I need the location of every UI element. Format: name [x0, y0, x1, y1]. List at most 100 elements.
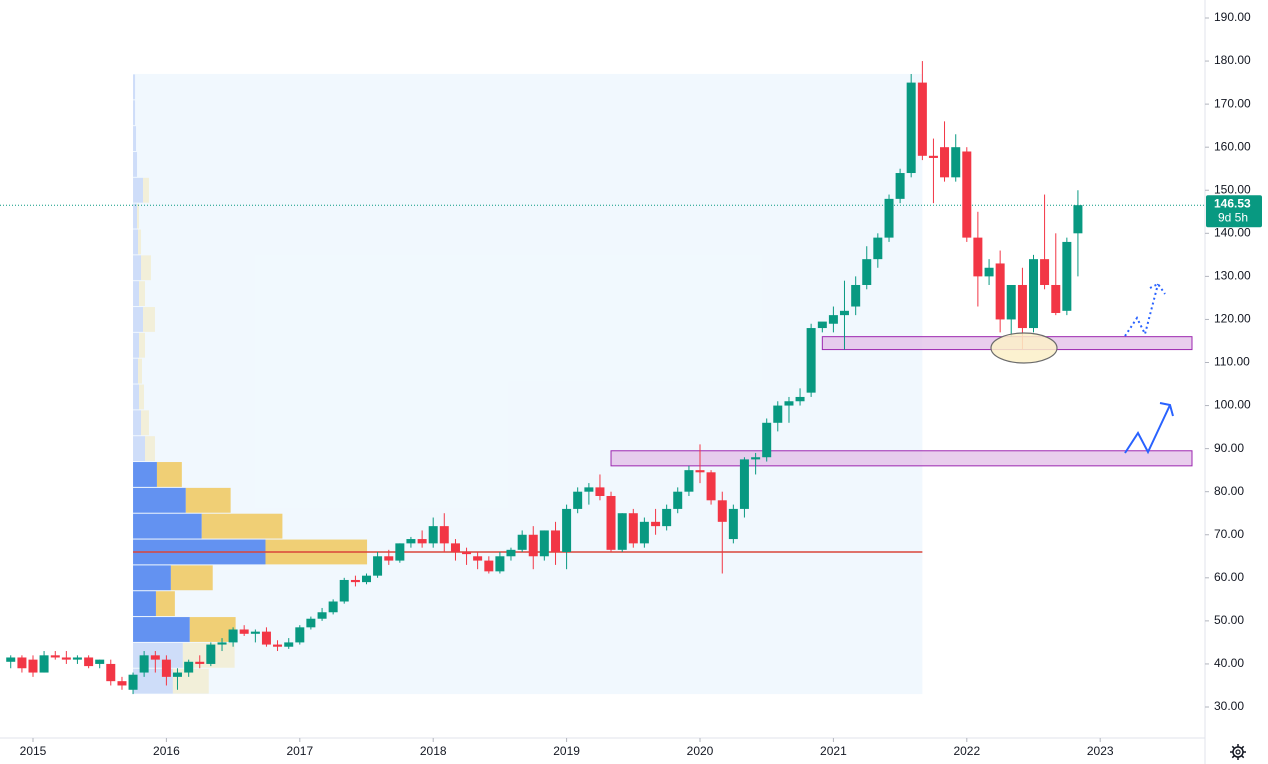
candle-body	[839, 310, 849, 316]
y-tick-label: 50.00	[1214, 613, 1244, 627]
x-tick-label: 2022	[953, 744, 980, 758]
candle-body	[1040, 259, 1050, 285]
candle-body	[973, 237, 983, 277]
candle-body	[551, 530, 561, 552]
candle-body	[1017, 284, 1027, 329]
candle-body	[17, 657, 27, 669]
projection-arrow	[1124, 404, 1171, 455]
candle-body	[317, 612, 327, 619]
x-tick-label: 2016	[153, 744, 180, 758]
settings-gear[interactable]	[1230, 744, 1246, 760]
candle-body	[739, 459, 749, 509]
candle-body	[684, 470, 694, 492]
candle-body	[217, 642, 227, 645]
axes-layer: 30.00 40.00 50.00 60.00 70.00 80.00 90.00 100.0…	[20, 10, 1262, 758]
candle-body	[306, 618, 316, 628]
candle-body	[72, 657, 82, 660]
candle-body	[940, 147, 950, 178]
profile-up	[133, 332, 140, 358]
candle-body	[806, 328, 816, 393]
y-tick-label: 160.00	[1214, 139, 1251, 153]
candle-body	[784, 401, 794, 406]
y-tick-label: 150.00	[1214, 182, 1251, 196]
candle-body	[384, 556, 394, 561]
candle-body	[139, 655, 149, 673]
last-price-label: 146.53	[1214, 196, 1251, 210]
gear-teeth	[1230, 744, 1246, 760]
candle-body	[795, 396, 805, 402]
candle-body	[884, 198, 894, 238]
profile-down	[139, 384, 145, 410]
candle-body	[517, 534, 527, 550]
y-tick-label: 60.00	[1214, 570, 1244, 584]
candle-body	[150, 655, 160, 660]
y-tick-label: 140.00	[1214, 225, 1251, 239]
candle-body	[628, 513, 638, 544]
y-tick-label: 30.00	[1214, 699, 1244, 713]
candle-body	[128, 674, 138, 690]
countdown-label: 9d 5h	[1218, 210, 1248, 224]
profile-down	[144, 436, 155, 462]
profile-down	[143, 177, 149, 203]
candle-body	[506, 549, 516, 557]
candle-body	[1062, 241, 1072, 311]
candle-body	[6, 657, 16, 662]
candle-body	[373, 556, 383, 576]
candle-body	[728, 508, 738, 540]
candle-body	[439, 526, 449, 544]
candle-body	[706, 472, 716, 501]
candle-body	[295, 627, 305, 643]
y-tick-label: 180.00	[1214, 53, 1251, 67]
y-tick-label: 70.00	[1214, 527, 1244, 541]
candle-body	[61, 657, 71, 660]
profile-up	[133, 229, 139, 255]
candle-body	[673, 491, 683, 509]
profile-down	[189, 617, 236, 642]
candle-body	[584, 487, 594, 492]
candle-body	[528, 534, 538, 557]
candle-body	[350, 579, 360, 583]
profile-up	[133, 617, 190, 642]
y-tick-label: 80.00	[1214, 484, 1244, 498]
profile-up	[133, 513, 202, 539]
candle-body	[462, 551, 472, 555]
overlay-layer	[0, 73, 1205, 695]
candle-body	[228, 629, 238, 643]
profile-down	[141, 255, 151, 281]
candle-body	[606, 495, 616, 550]
x-tick-label: 2020	[687, 744, 714, 758]
y-tick-label: 40.00	[1214, 656, 1244, 670]
profile-down	[141, 410, 149, 436]
candle-body	[328, 601, 338, 613]
candle-body	[1051, 284, 1061, 313]
x-tick-label: 2018	[420, 744, 447, 758]
candle-body	[250, 631, 260, 634]
candle-body	[651, 521, 661, 527]
candle-body	[495, 556, 505, 572]
candle-body	[406, 539, 416, 544]
profile-up	[133, 151, 138, 177]
candle-body	[273, 644, 283, 647]
candle-body	[762, 422, 772, 458]
candle-body	[28, 659, 38, 673]
candle-body	[717, 500, 727, 522]
candle-body	[239, 629, 249, 634]
candle-body	[895, 173, 905, 199]
profile-down	[155, 591, 175, 617]
candle-body	[639, 521, 649, 544]
candle-body	[962, 151, 972, 238]
profile-up	[133, 255, 142, 281]
candle-body	[917, 82, 927, 156]
candle-body	[662, 508, 672, 527]
candle-body	[84, 657, 94, 667]
candle-body	[184, 661, 194, 673]
candles-layer	[6, 61, 1083, 695]
candle-body	[473, 556, 483, 561]
candle-body	[339, 579, 349, 602]
profile-up	[133, 281, 140, 307]
profile-up	[133, 591, 156, 617]
profile-up	[133, 410, 142, 436]
y-tick-label: 130.00	[1214, 269, 1251, 283]
highlight-ellipse	[990, 332, 1058, 364]
